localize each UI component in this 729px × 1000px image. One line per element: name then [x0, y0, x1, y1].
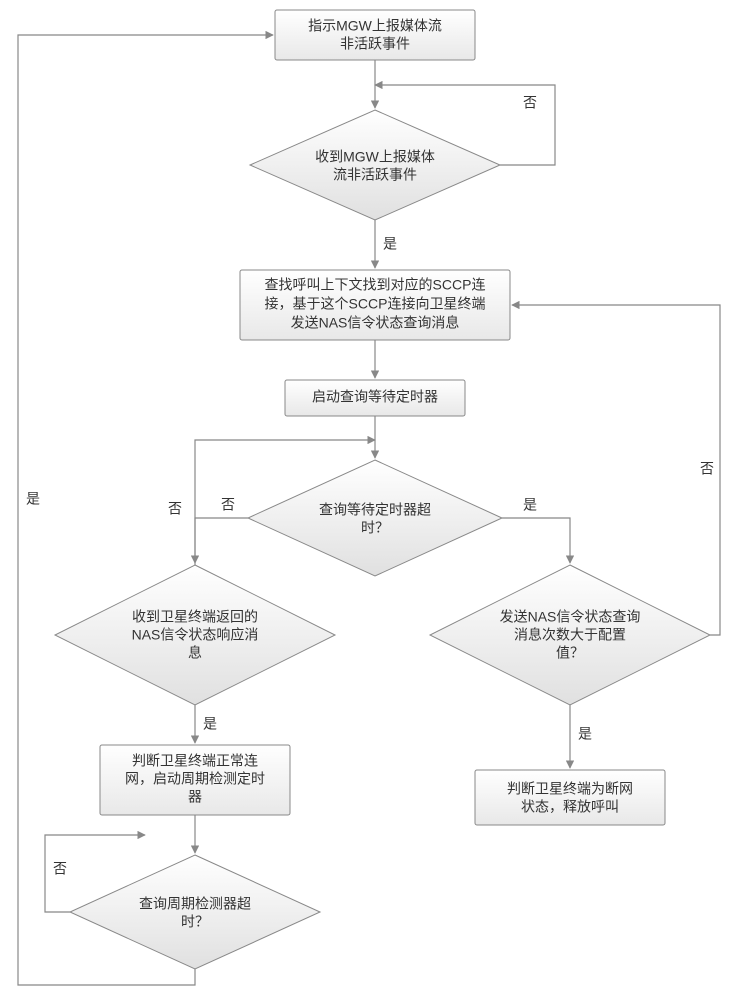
lbl-n6-yes: 是 — [203, 716, 217, 732]
n10-line1: 判断卫星终端为断网 — [507, 781, 633, 797]
n10-line2: 状态，释放呼叫 — [521, 799, 619, 815]
n3-line3: 发送NAS信令状态查询消息 — [291, 315, 460, 331]
lbl-n2-no: 否 — [523, 95, 537, 111]
n3-line1: 查找呼叫上下文找到对应的SCCP连 — [265, 277, 486, 293]
n6-line3: 息 — [188, 645, 202, 661]
n2-line1: 收到MGW上报媒体 — [315, 149, 435, 165]
n4-line1: 启动查询等待定时器 — [312, 389, 438, 405]
node-n10 — [475, 770, 665, 825]
node-n8 — [70, 855, 320, 969]
edge-n5-n6 — [195, 518, 248, 563]
n7-line2: 网，启动周期检测定时 — [125, 771, 265, 787]
n7-line1: 判断卫星终端正常连 — [132, 753, 258, 769]
n6-line1: 收到卫星终端返回的 — [132, 609, 258, 625]
n9-line3: 值？ — [556, 645, 584, 661]
n9-line2: 消息次数大于配置 — [514, 627, 626, 643]
lbl-n5-no: 否 — [221, 497, 235, 513]
n7-line3: 器 — [188, 789, 202, 805]
lbl-n5-yes: 是 — [523, 497, 537, 513]
n5-line1: 查询等待定时器超 — [319, 502, 431, 518]
n8-line1: 查询周期检测器超 — [139, 896, 251, 912]
lbl-n2-yes: 是 — [383, 236, 397, 252]
n8-line2: 时？ — [181, 914, 209, 930]
n6-line2: NAS信令状态响应消 — [132, 627, 259, 643]
edge-n5-n9 — [502, 518, 570, 563]
node-n5 — [248, 460, 502, 576]
lbl-n8-no: 否 — [53, 861, 67, 877]
node-n2 — [250, 110, 500, 220]
n5-line2: 时？ — [361, 520, 389, 536]
n1-line2: 非活跃事件 — [340, 36, 410, 52]
n9-line1: 发送NAS信令状态查询 — [500, 609, 641, 625]
n3-line2: 接，基于这个SCCP连接向卫星终端 — [265, 296, 486, 312]
lbl-n9-no: 否 — [700, 461, 714, 477]
n1-line1: 指示MGW上报媒体流 — [308, 18, 442, 34]
n2-line2: 流非活跃事件 — [333, 167, 417, 183]
lbl-n6-no: 否 — [168, 501, 182, 517]
lbl-n9-yes: 是 — [578, 726, 592, 742]
lbl-n8-yes: 是 — [26, 491, 40, 507]
